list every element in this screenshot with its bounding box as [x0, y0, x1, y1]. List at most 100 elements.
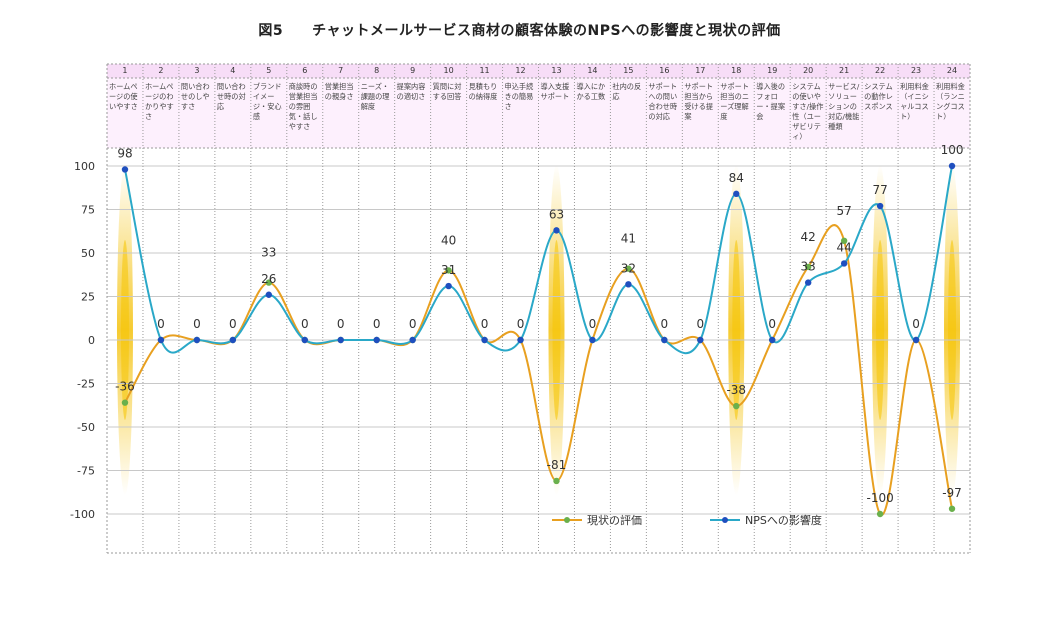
- category-label: 営業担当の親身さ: [324, 82, 354, 101]
- category-number: 19: [767, 66, 778, 75]
- point-nps-impact: [733, 190, 740, 198]
- category-label: 導入支援サポート: [540, 82, 570, 101]
- point-nps-impact: [948, 162, 956, 170]
- category-label: サポート担当から受ける提案: [684, 82, 714, 121]
- category-number: 10: [443, 66, 454, 75]
- data-label-nps: 77: [872, 183, 887, 197]
- category-label: 商談時の営業担当の雰囲気・話しやすさ: [288, 82, 318, 131]
- series-line-nps-impact: [124, 165, 954, 355]
- category-number: 17: [695, 66, 706, 75]
- data-label-nps: 0: [373, 317, 381, 331]
- legend: 現状の評価 NPSへの影響度: [552, 513, 822, 527]
- legend-marker: [564, 517, 570, 523]
- data-label-nps: 98: [117, 146, 132, 160]
- point-nps-impact: [121, 166, 129, 173]
- data-label-current: -100: [866, 491, 893, 505]
- category-label: システムの使いやすさ/操作性（ユーザビリティ）: [792, 82, 824, 141]
- grid-layer: [106, 63, 971, 554]
- category-number: 14: [587, 66, 598, 75]
- y-tick-label: 0: [88, 334, 95, 347]
- data-label-nps: 0: [517, 317, 525, 331]
- category-number: 16: [659, 66, 670, 75]
- category-number: 2: [158, 66, 164, 75]
- category-label: サポートへの問い合わせ時の対応: [648, 82, 678, 121]
- y-tick-label: -75: [77, 465, 95, 478]
- highlight-core-1: [120, 240, 129, 420]
- category-number: 13: [551, 66, 562, 75]
- category-label: ブランドイメージ・安心感: [252, 82, 282, 121]
- point-nps-impact: [373, 336, 380, 344]
- category-number: 7: [338, 66, 344, 75]
- category-number: 23: [910, 66, 922, 75]
- category-number: 21: [839, 66, 850, 75]
- highlight-core-18: [732, 240, 741, 420]
- category-label: サービス/ソリューションの対応/機能種類: [828, 82, 860, 131]
- category-label: システムの動作レスポンス: [864, 82, 893, 111]
- point-nps-impact: [229, 336, 237, 344]
- category-label: 導入にかかる工数: [576, 82, 606, 101]
- point-nps-impact: [337, 336, 344, 344]
- data-label-current: -97: [942, 486, 962, 500]
- series-points: [121, 162, 956, 518]
- y-tick-label: 25: [81, 291, 95, 304]
- point-nps-impact: [445, 282, 452, 290]
- category-label: ホームページのわかりやすさ: [144, 82, 174, 121]
- data-label-nps: 0: [661, 317, 669, 331]
- data-label-nps: 0: [589, 317, 597, 331]
- highlight-core-13: [552, 240, 561, 420]
- category-label: ホームページの使いやすさ: [109, 82, 138, 111]
- point-current-rating: [625, 265, 632, 272]
- data-label-nps: 100: [941, 143, 964, 157]
- data-label-nps: 63: [549, 207, 564, 221]
- legend-marker: [722, 517, 728, 523]
- point-nps-impact: [265, 291, 273, 298]
- point-current-rating: [804, 263, 812, 271]
- y-tick-label: -100: [70, 508, 95, 521]
- category-number: 15: [623, 66, 634, 75]
- data-label-nps: 33: [801, 260, 816, 274]
- category-label: サポート担当のニーズ理解度: [720, 82, 750, 121]
- point-nps-impact: [625, 281, 632, 288]
- legend-label: NPSへの影響度: [745, 513, 822, 527]
- data-label-nps: 0: [229, 317, 237, 331]
- data-label-nps: 26: [261, 272, 276, 286]
- data-label-current: 57: [837, 204, 852, 218]
- point-nps-impact: [193, 336, 201, 344]
- category-number: 24: [946, 66, 958, 75]
- data-label-nps: 0: [409, 317, 417, 331]
- point-nps-impact: [301, 336, 308, 344]
- point-current-rating: [840, 237, 848, 245]
- data-label-nps: 0: [696, 317, 704, 331]
- category-label: 申込手続きの簡易さ: [504, 82, 534, 111]
- data-label-nps: 0: [157, 317, 165, 331]
- category-number: 18: [731, 66, 742, 75]
- data-label-nps: 32: [621, 261, 636, 275]
- category-number: 20: [803, 66, 814, 75]
- point-nps-impact: [840, 260, 848, 267]
- point-nps-impact: [804, 279, 812, 286]
- category-label: 見積もりの納得度: [468, 82, 498, 101]
- y-axis: 100 75 50 25 0 -25 -50 -75 -100: [70, 160, 95, 521]
- point-current-rating: [121, 399, 129, 406]
- point-nps-impact: [157, 336, 165, 344]
- data-label-nps: 0: [301, 317, 309, 331]
- highlight-core-24: [948, 240, 957, 420]
- point-current-rating: [876, 510, 884, 518]
- data-label-nps: 0: [481, 317, 489, 331]
- point-current-rating: [445, 267, 452, 274]
- category-number: 22: [875, 66, 886, 75]
- data-label-nps: 44: [837, 240, 852, 254]
- highlight-layer: [116, 165, 961, 495]
- data-label-nps: 31: [441, 263, 456, 277]
- category-number: 12: [515, 66, 526, 75]
- point-nps-impact: [661, 336, 668, 344]
- category-number: 4: [230, 66, 236, 75]
- data-labels: 98 -36 0 0 0 26 33 0 0 0 0 31 40 0 0 63 -81 0 32 41 0 0 84 -38 0…: [115, 143, 963, 505]
- point-current-rating: [265, 279, 273, 286]
- point-nps-impact: [769, 336, 776, 344]
- category-label: 提案内容の適切さ: [396, 82, 426, 101]
- category-label: 問い合わせ時の対応: [216, 82, 246, 111]
- category-label: 質問に対する回答: [432, 82, 462, 101]
- y-tick-label: 50: [81, 247, 95, 260]
